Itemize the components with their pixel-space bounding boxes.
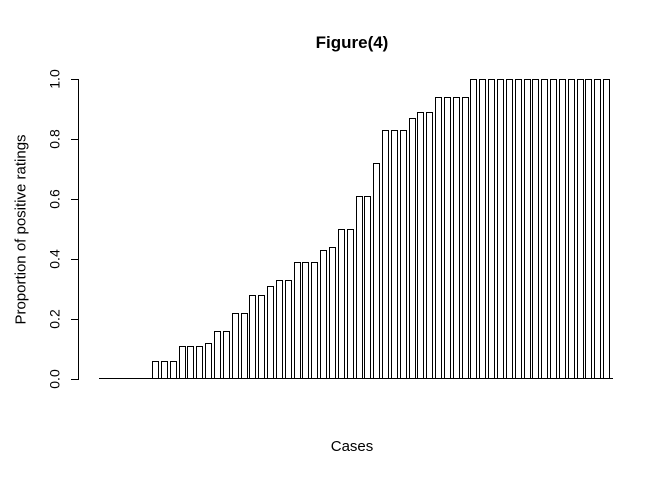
bar — [470, 79, 478, 379]
y-axis-title: Proportion of positive ratings — [12, 133, 30, 325]
bar — [567, 79, 575, 379]
bar — [249, 295, 257, 379]
y-tick-mark — [71, 319, 79, 320]
bar — [169, 361, 177, 379]
bar — [497, 79, 505, 379]
bar — [267, 286, 275, 379]
bar — [187, 346, 195, 379]
y-axis-title-box: Proportion of positive ratings — [6, 79, 36, 379]
y-axis-line — [78, 79, 79, 380]
bar — [541, 79, 549, 379]
y-tick-mark — [71, 379, 79, 380]
bar — [293, 262, 301, 379]
bar — [205, 343, 213, 379]
bar — [240, 313, 248, 379]
bar — [355, 196, 363, 379]
bar — [390, 130, 398, 379]
bar — [523, 79, 531, 379]
bar — [328, 247, 336, 379]
x-axis-title: Cases — [330, 438, 374, 455]
y-tick-label: 0.0 — [47, 369, 63, 389]
bar — [311, 262, 319, 379]
bar — [213, 331, 221, 379]
bar — [222, 331, 230, 379]
x-baseline — [99, 378, 613, 379]
bar — [337, 229, 345, 379]
y-tick-mark — [71, 259, 79, 260]
bar — [382, 130, 390, 379]
y-tick-label: 0.4 — [47, 249, 63, 269]
bar — [585, 79, 593, 379]
y-tick-mark — [71, 139, 79, 140]
bar — [505, 79, 513, 379]
bar — [532, 79, 540, 379]
y-tick-label: 0.2 — [47, 309, 63, 329]
bar — [558, 79, 566, 379]
bar — [435, 97, 443, 379]
bar — [443, 97, 451, 379]
bar — [399, 130, 407, 379]
bar — [550, 79, 558, 379]
bar — [320, 250, 328, 379]
y-tick-label: 0.6 — [47, 189, 63, 209]
y-tick-label: 0.8 — [47, 129, 63, 149]
bar — [452, 97, 460, 379]
bar — [479, 79, 487, 379]
bar — [231, 313, 239, 379]
bar — [178, 346, 186, 379]
bar — [364, 196, 372, 379]
bar — [488, 79, 496, 379]
bar — [576, 79, 584, 379]
bar — [258, 295, 266, 379]
bar — [603, 79, 611, 379]
bar — [152, 361, 160, 379]
bar — [373, 163, 381, 379]
bar — [461, 97, 469, 379]
bar — [196, 346, 204, 379]
bar — [160, 361, 168, 379]
plot-area — [99, 79, 613, 379]
bar — [302, 262, 310, 379]
bar — [426, 112, 434, 379]
bar — [408, 118, 416, 379]
y-tick-mark — [71, 199, 79, 200]
bar — [514, 79, 522, 379]
chart-title: Figure(4) — [315, 33, 389, 52]
bar — [346, 229, 354, 379]
bar — [417, 112, 425, 379]
y-tick-mark — [71, 79, 79, 80]
y-tick-label: 1.0 — [47, 69, 63, 89]
bar — [594, 79, 602, 379]
bar — [284, 280, 292, 379]
bar — [275, 280, 283, 379]
